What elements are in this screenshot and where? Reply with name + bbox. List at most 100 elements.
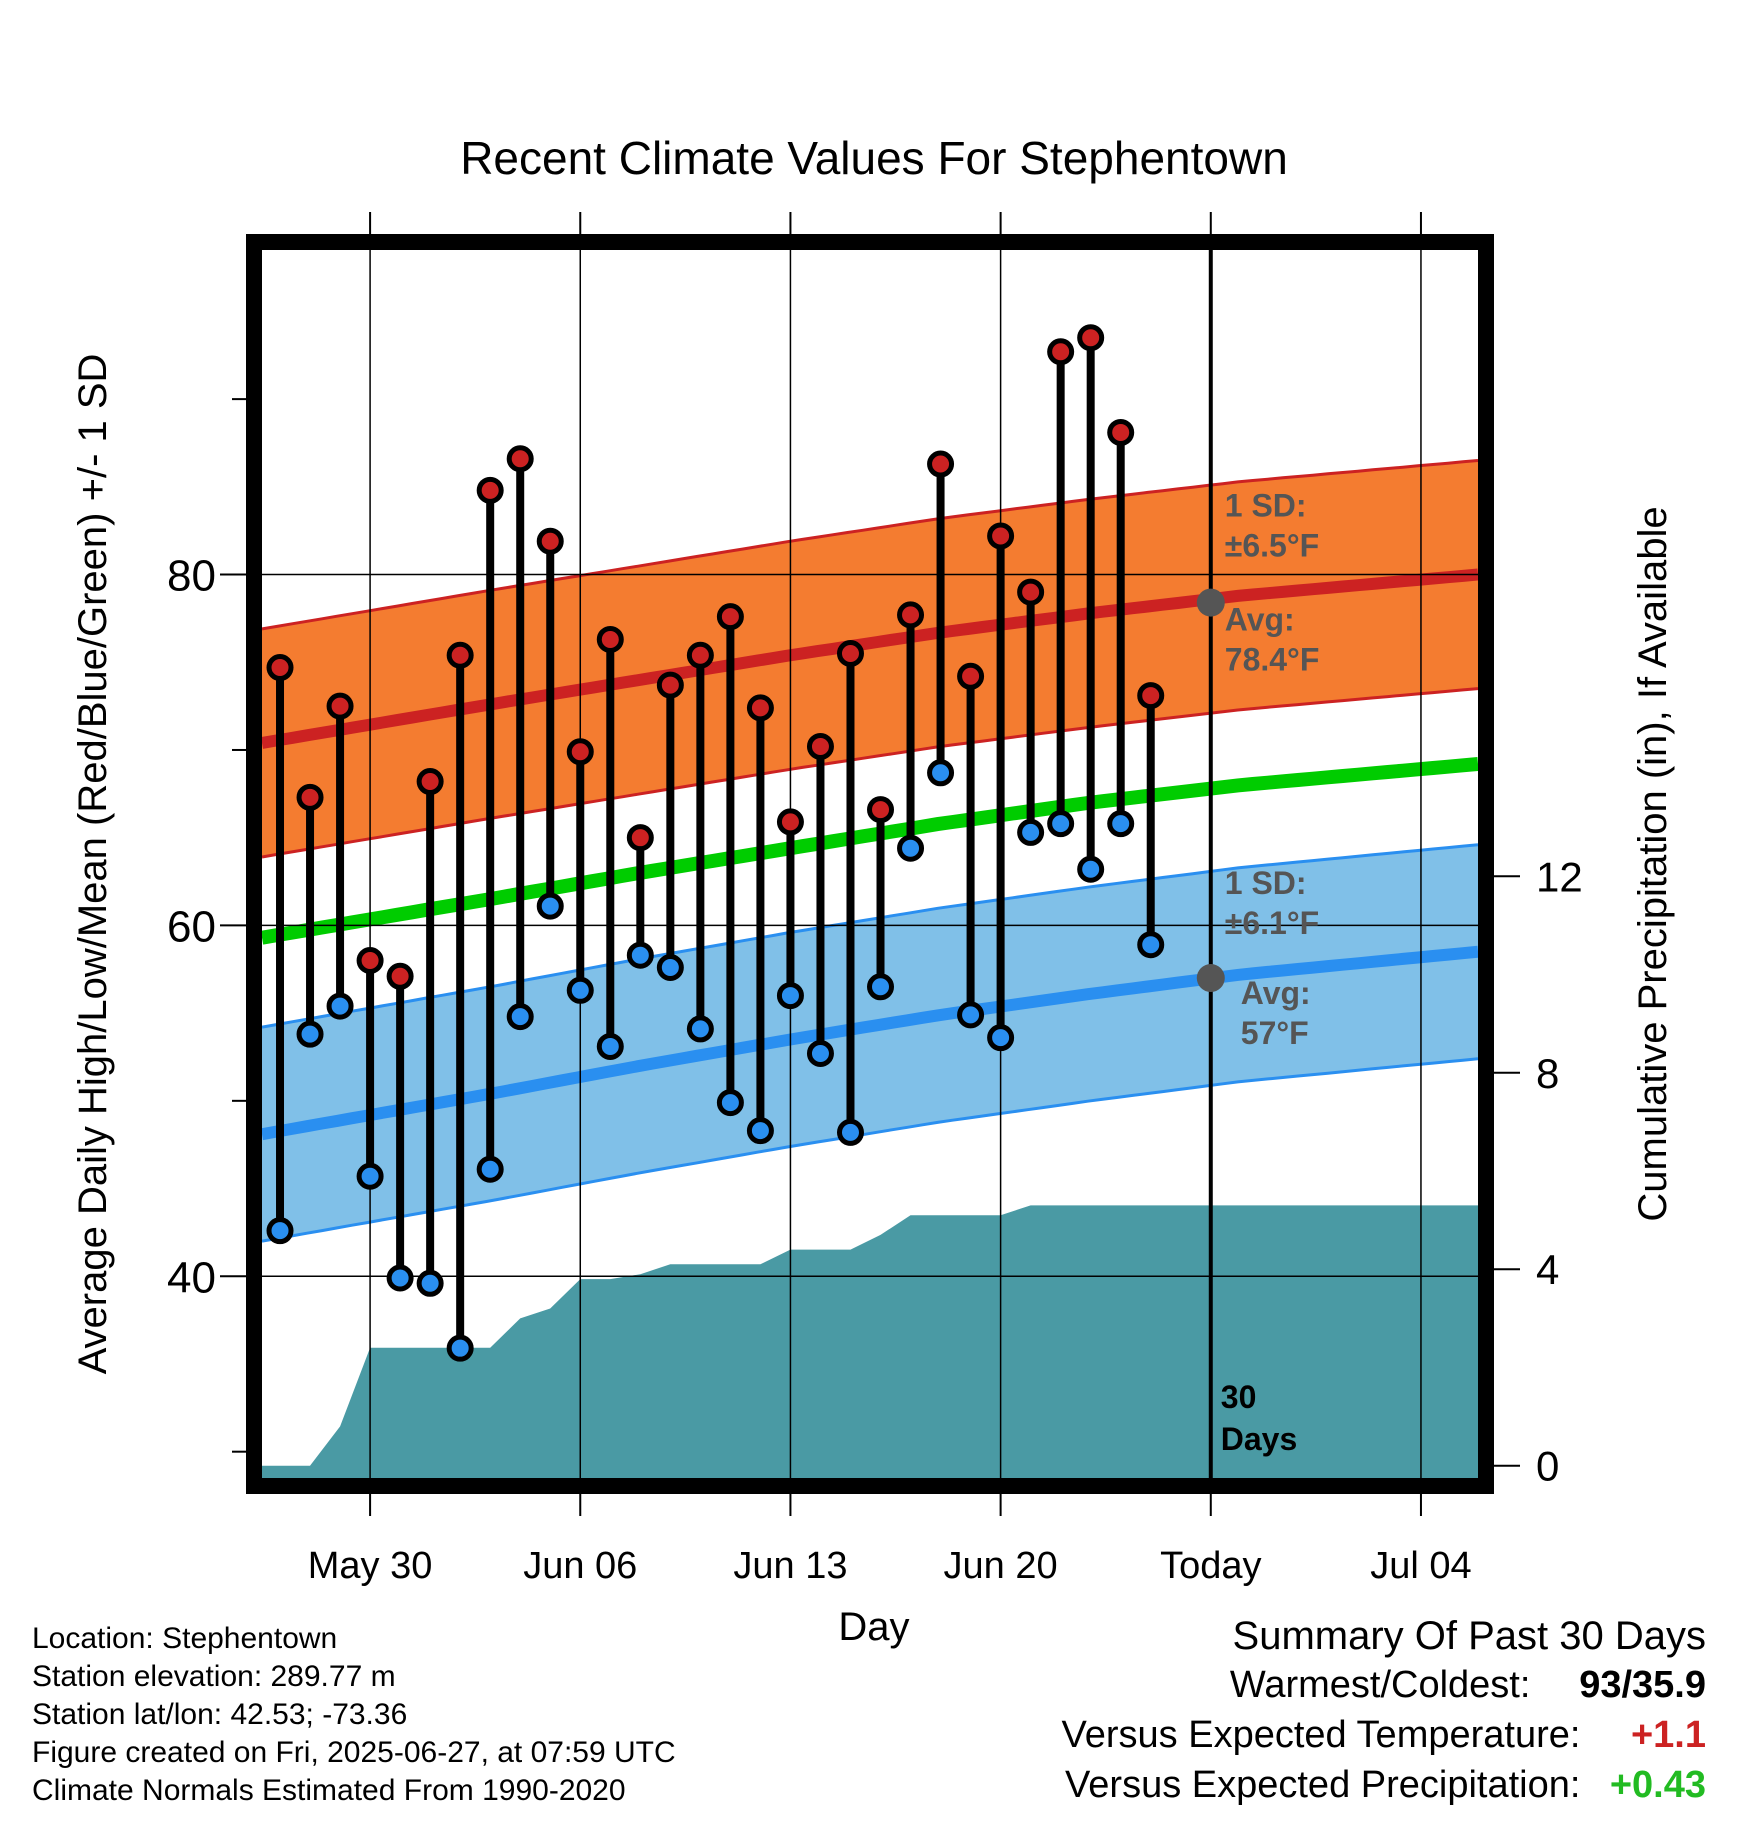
- today-avg-low-marker: [1196, 964, 1225, 993]
- temp-value: +1.1: [1630, 1714, 1706, 1756]
- daily-low-point: [776, 982, 804, 1010]
- today-days-label: 30: [1221, 1379, 1257, 1415]
- warm-cold-label: Warmest/Coldest:: [1229, 1664, 1531, 1706]
- daily-high-point: [356, 946, 384, 974]
- low-avg-annotation: 57°F: [1241, 1015, 1309, 1051]
- daily-low-point: [686, 1015, 714, 1043]
- daily-low-point: [296, 1020, 324, 1048]
- high-avg-annotation: 78.4°F: [1225, 642, 1320, 678]
- plot-frame: [246, 234, 1494, 1494]
- x-tick-label: Jul 04: [1370, 1545, 1471, 1587]
- daily-high-point: [476, 476, 504, 504]
- daily-low-point: [867, 973, 895, 1001]
- daily-high-point: [1047, 338, 1075, 366]
- daily-low-point: [806, 1039, 834, 1067]
- elevation-text: Station elevation: 289.77 m: [32, 1660, 396, 1693]
- daily-low-point: [957, 1001, 985, 1029]
- daily-low-point: [416, 1269, 444, 1297]
- latlon-text: Station lat/lon: 42.53; -73.36: [32, 1698, 408, 1731]
- daily-low-point: [656, 954, 684, 982]
- low-sd-band: [262, 844, 1478, 1242]
- daily-high-point: [566, 738, 594, 766]
- daily-high-point: [686, 641, 714, 669]
- daily-low-point: [326, 992, 354, 1020]
- daily-high-point: [446, 641, 474, 669]
- high-sd-annotation: 1 SD:: [1225, 488, 1307, 524]
- daily-high-point: [416, 768, 444, 796]
- daily-high-point: [716, 603, 744, 631]
- high-sd-annotation: ±6.5°F: [1225, 528, 1319, 564]
- chart-title: Recent Climate Values For Stephentown: [460, 132, 1288, 184]
- daily-high-point: [296, 783, 324, 811]
- daily-high-point: [957, 662, 985, 690]
- daily-high-point: [836, 639, 864, 667]
- daily-high-point: [596, 625, 624, 653]
- y2-axis-label: Cumulative Precipitation (in), If Availa…: [1631, 506, 1675, 1221]
- x-tick-label: Jun 20: [944, 1545, 1058, 1587]
- high-sd-upper-line: [262, 459, 1478, 631]
- precip-value: +0.43: [1609, 1764, 1706, 1806]
- daily-low-point: [1017, 818, 1045, 846]
- avg-high-line: [262, 568, 1478, 749]
- daily-low-point: [746, 1117, 774, 1145]
- avg-mean-line: [262, 757, 1478, 945]
- plot-area: [262, 250, 1478, 1478]
- daily-low-point: [716, 1089, 744, 1117]
- daily-low-point: [566, 976, 594, 1004]
- daily-low-point: [987, 1024, 1015, 1052]
- daily-low-point: [897, 834, 925, 862]
- daily-high-point: [506, 445, 534, 473]
- x-tick-label: May 30: [308, 1545, 433, 1587]
- daily-low-point: [356, 1162, 384, 1190]
- daily-high-point: [326, 692, 354, 720]
- daily-low-point: [1107, 810, 1135, 838]
- daily-high-point: [1077, 324, 1105, 352]
- low-sd-annotation: 1 SD:: [1225, 865, 1307, 901]
- daily-high-point: [746, 694, 774, 722]
- y-tick-label: 80: [167, 552, 216, 601]
- daily-high-point: [1017, 578, 1045, 606]
- daily-high-point: [776, 808, 804, 836]
- y2-tick-label: 12: [1536, 853, 1583, 900]
- y-axis-label: Average Daily High/Low/Mean (Red/Blue/Gr…: [71, 354, 115, 1375]
- high-sd-lower-line: [262, 687, 1478, 859]
- daily-high-point: [656, 671, 684, 699]
- today-avg-high-marker: [1196, 588, 1225, 617]
- daily-high-point: [266, 654, 294, 682]
- y2-tick-label: 8: [1536, 1050, 1559, 1097]
- low-avg-annotation: Avg:: [1241, 975, 1311, 1011]
- high-sd-band: [262, 460, 1478, 857]
- daily-high-point: [806, 732, 834, 760]
- y2-tick-label: 4: [1536, 1246, 1559, 1293]
- daily-low-point: [626, 941, 654, 969]
- daily-high-point: [1137, 682, 1165, 710]
- daily-low-point: [596, 1032, 624, 1060]
- daily-high-point: [897, 601, 925, 629]
- avg-low-line: [262, 945, 1478, 1141]
- location-text: Location: Stephentown: [32, 1622, 338, 1655]
- daily-high-point: [927, 450, 955, 478]
- daily-low-point: [1047, 810, 1075, 838]
- daily-low-point: [266, 1217, 294, 1245]
- x-tick-label: Today: [1160, 1545, 1261, 1587]
- y-tick-label: 60: [167, 902, 216, 951]
- daily-high-point: [867, 796, 895, 824]
- high-avg-annotation: Avg:: [1225, 602, 1295, 638]
- summary-title: Summary Of Past 30 Days: [1232, 1614, 1706, 1658]
- precip-label: Versus Expected Precipitation:: [1065, 1764, 1581, 1806]
- daily-low-point: [927, 759, 955, 787]
- warm-cold-value: 93/35.9: [1579, 1664, 1706, 1706]
- daily-low-point: [836, 1118, 864, 1146]
- daily-low-point: [1137, 931, 1165, 959]
- summary-temp: Versus Expected Temperature: +1.1: [1062, 1714, 1706, 1757]
- summary-warm-cold: Warmest/Coldest: 93/35.9: [1230, 1664, 1706, 1707]
- daily-low-point: [536, 892, 564, 920]
- y2-tick-label: 0: [1536, 1443, 1559, 1490]
- daily-high-point: [536, 527, 564, 555]
- daily-high-point: [386, 962, 414, 990]
- daily-low-point: [1077, 855, 1105, 883]
- temp-label: Versus Expected Temperature:: [1061, 1714, 1581, 1756]
- daily-low-point: [506, 1003, 534, 1031]
- y-tick-label: 40: [167, 1253, 216, 1302]
